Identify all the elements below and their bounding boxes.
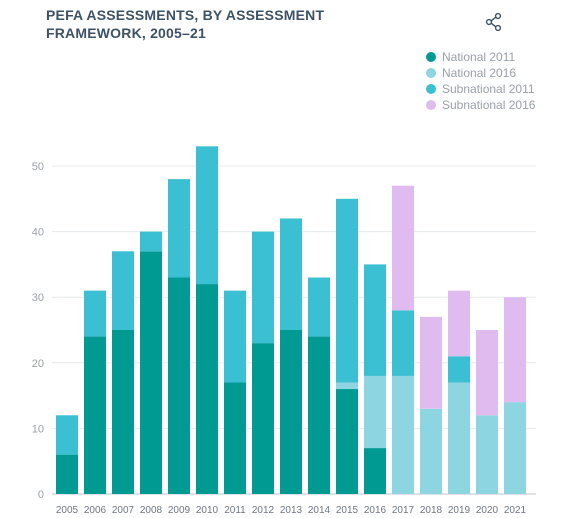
y-tick-label: 10: [32, 423, 44, 435]
x-tick-label: 2015: [336, 505, 359, 516]
y-tick-label: 0: [38, 489, 44, 501]
x-tick-label: 2006: [84, 505, 107, 516]
y-tick-label: 30: [32, 292, 44, 304]
bar-segment: [224, 382, 246, 494]
x-tick-label: 2020: [476, 505, 499, 516]
bar-segment: [140, 251, 162, 494]
bar-segment: [448, 382, 470, 494]
bar-segment: [308, 336, 330, 494]
bar-segment: [280, 218, 302, 330]
x-tick-label: 2010: [196, 505, 219, 516]
legend-item-national-2016[interactable]: National 2016: [426, 65, 535, 81]
bar-segment: [280, 330, 302, 494]
legend-label: Subnational 2016: [442, 98, 536, 112]
bar-segment: [504, 297, 526, 403]
bar-segment: [84, 290, 106, 337]
bar-segment: [476, 330, 498, 416]
x-tick-label: 2012: [252, 505, 275, 516]
chart-title: PEFA ASSESSMENTS, BY ASSESSMENT FRAMEWOR…: [46, 7, 325, 41]
x-tick-label: 2013: [280, 505, 303, 516]
legend-swatch: [426, 100, 436, 110]
legend-swatch: [426, 68, 436, 78]
x-tick-label: 2019: [448, 505, 471, 516]
legend-item-subnational-2011[interactable]: Subnational 2011: [426, 81, 535, 97]
bar-segment: [56, 415, 78, 455]
y-tick-label: 20: [32, 358, 44, 370]
legend-label: National 2016: [442, 66, 517, 80]
bar-segment: [364, 448, 386, 494]
bar-segment: [112, 251, 134, 330]
bar-segment: [196, 284, 218, 494]
x-tick-label: 2005: [56, 505, 79, 516]
bar-segment: [476, 415, 498, 494]
bar-segment: [420, 316, 442, 409]
legend-label: Subnational 2011: [442, 82, 535, 96]
bar-segment: [84, 336, 106, 494]
legend-swatch: [426, 84, 436, 94]
bar-segment: [448, 290, 470, 357]
x-tick-label: 2017: [392, 505, 415, 516]
bar-segment: [392, 185, 414, 311]
bar-segment: [252, 343, 274, 494]
bar-segment: [336, 382, 358, 390]
share-icon: [485, 12, 502, 32]
x-tick-label: 2016: [364, 505, 387, 516]
bar-segment: [336, 389, 358, 494]
bar-segment: [420, 408, 442, 494]
x-tick-label: 2008: [140, 505, 163, 516]
bar-segment: [140, 231, 162, 252]
bar-segment: [196, 146, 218, 285]
bar-segment: [392, 375, 414, 494]
bar-segment: [364, 375, 386, 449]
bar-segment: [224, 290, 246, 383]
x-tick-label: 2011: [224, 505, 246, 516]
legend-item-subnational-2016[interactable]: Subnational 2016: [426, 97, 535, 113]
bar-segment: [308, 277, 330, 337]
chart-legend: National 2011 National 2016 Subnational …: [426, 49, 535, 113]
legend-swatch: [426, 52, 436, 62]
x-tick-label: 2007: [112, 505, 135, 516]
x-tick-label: 2009: [168, 505, 191, 516]
y-tick-label: 50: [32, 161, 44, 173]
bar-segment: [336, 198, 358, 383]
bar-segment: [392, 310, 414, 376]
bar-segment: [168, 179, 190, 278]
x-tick-label: 2014: [308, 505, 331, 516]
bar-segment: [56, 454, 78, 494]
bar-segment: [364, 264, 386, 376]
bar-segment: [112, 330, 134, 494]
bar-segment: [252, 231, 274, 344]
share-button[interactable]: [484, 12, 504, 32]
y-tick-label: 40: [32, 227, 44, 239]
x-tick-label: 2021: [504, 505, 527, 516]
legend-label: National 2011: [442, 50, 516, 64]
x-tick-label: 2018: [420, 505, 443, 516]
bar-segment: [504, 402, 526, 494]
bar-segment: [168, 277, 190, 494]
bar-segment: [448, 356, 470, 383]
legend-item-national-2011[interactable]: National 2011: [426, 49, 535, 65]
